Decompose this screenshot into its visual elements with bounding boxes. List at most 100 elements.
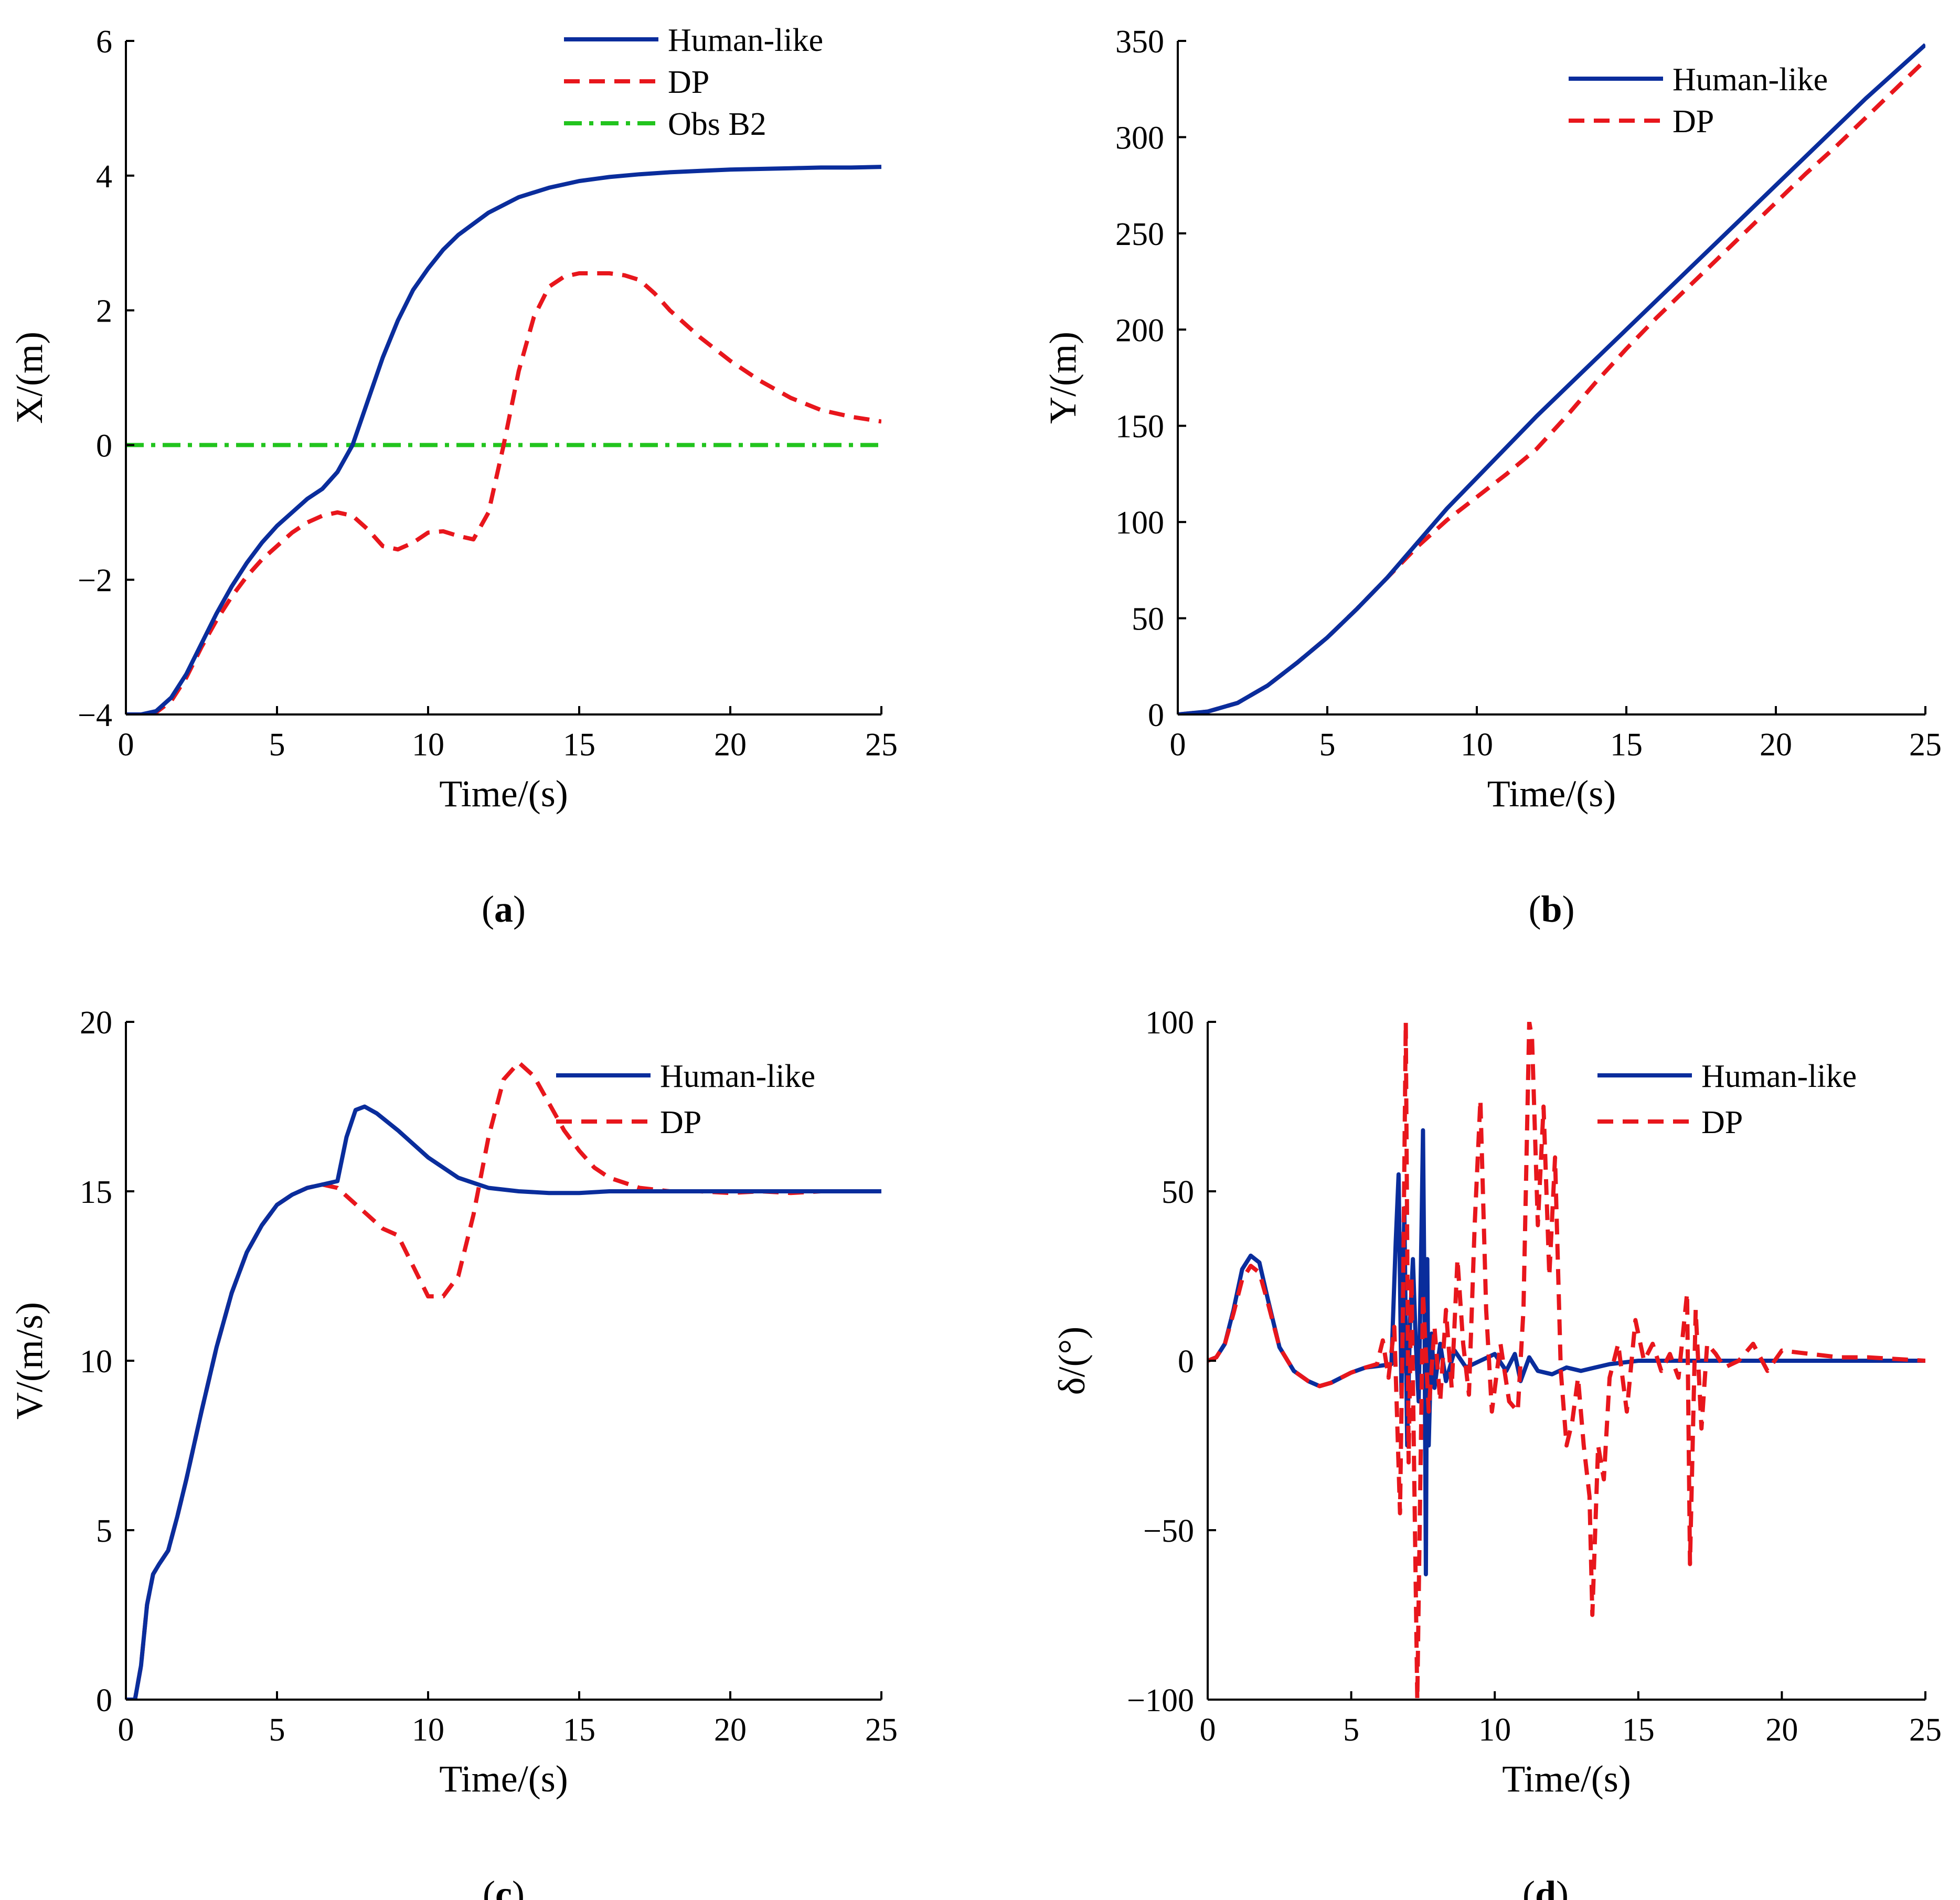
y-axis-label: X/(m) xyxy=(8,332,50,424)
y-tick-label: 10 xyxy=(80,1344,112,1380)
chart-panel-d: 0 5 10 15 20 25 −100 −50 0 50 100 Time/(s) δ/(°) H… xyxy=(1051,1005,1942,1900)
legend-label: DP xyxy=(1673,104,1714,140)
y-tick-label: −100 xyxy=(1127,1683,1194,1718)
legend-item-human-like: Human-like xyxy=(1597,1059,1857,1094)
legend-item-human-like: Human-like xyxy=(556,1059,815,1094)
chart-legend: Human-like DP Obs B2 xyxy=(564,23,823,142)
chart-axes: 0 5 10 15 20 25 0 5 10 15 20 xyxy=(80,1005,898,1748)
legend-item-human-like: Human-like xyxy=(1569,62,1828,98)
y-tick-label: 0 xyxy=(96,1683,112,1718)
x-tick-label: 0 xyxy=(118,1712,134,1748)
y-tick-label: 300 xyxy=(1115,120,1164,156)
series-line-dp xyxy=(1208,1022,1925,1700)
y-tick-label: 150 xyxy=(1115,409,1164,445)
x-tick-label: 25 xyxy=(865,727,898,763)
legend-label: Human-like xyxy=(1701,1059,1857,1094)
legend-label: Human-like xyxy=(668,23,823,58)
x-axis-label: Time/(s) xyxy=(439,1758,568,1800)
x-tick-label: 20 xyxy=(1765,1712,1798,1748)
legend-item-human-like: Human-like xyxy=(564,23,823,58)
x-tick-label: 5 xyxy=(1343,1712,1359,1748)
panel-letter: a xyxy=(494,888,513,930)
x-tick-label: 0 xyxy=(118,727,134,763)
y-tick-label: 0 xyxy=(1178,1344,1194,1380)
chart-legend: Human-like DP xyxy=(1597,1059,1857,1140)
y-tick-label: 2 xyxy=(96,294,112,329)
x-tick-label: 10 xyxy=(1461,727,1493,763)
x-tick-label: 0 xyxy=(1170,727,1186,763)
x-axis-label: Time/(s) xyxy=(1487,773,1616,815)
series-line-human-like xyxy=(126,165,881,714)
legend-item-dp: DP xyxy=(1569,104,1714,140)
panel-label: (b) xyxy=(1528,888,1574,930)
y-tick-label: 100 xyxy=(1145,1005,1194,1041)
x-tick-label: 25 xyxy=(865,1712,898,1748)
legend-item-obs-b2: Obs B2 xyxy=(564,106,766,142)
y-tick-label: 50 xyxy=(1132,602,1164,637)
x-tick-label: 5 xyxy=(269,727,285,763)
y-tick-label: 0 xyxy=(1148,698,1164,733)
x-tick-label: 5 xyxy=(269,1712,285,1748)
y-tick-label: 5 xyxy=(96,1513,112,1549)
y-tick-label: 50 xyxy=(1162,1175,1194,1210)
y-axis-label: δ/(°) xyxy=(1051,1327,1093,1395)
panel-label: (a) xyxy=(482,888,526,930)
x-tick-label: 25 xyxy=(1909,1712,1942,1748)
y-axis-label: V/(m/s) xyxy=(8,1302,50,1419)
x-tick-label: 5 xyxy=(1319,727,1336,763)
y-tick-label: 6 xyxy=(96,24,112,60)
chart-lines xyxy=(126,1060,881,1700)
y-tick-label: 15 xyxy=(80,1175,112,1210)
legend-item-dp: DP xyxy=(556,1105,701,1140)
x-tick-label: 15 xyxy=(563,1712,595,1748)
x-tick-label: 15 xyxy=(563,727,595,763)
x-axis-label: Time/(s) xyxy=(439,773,568,815)
legend-label: Obs B2 xyxy=(668,106,766,142)
chart-panel-c: 0 5 10 15 20 25 0 5 10 15 20 Time/(s) V/(m/s) Huma… xyxy=(8,1005,898,1900)
x-tick-label: 20 xyxy=(714,727,747,763)
legend-label: DP xyxy=(1701,1105,1743,1140)
y-tick-label: −2 xyxy=(78,563,112,599)
y-tick-label: 20 xyxy=(80,1005,112,1041)
y-tick-label: −50 xyxy=(1143,1513,1194,1549)
chart-lines xyxy=(1208,1022,1925,1700)
y-axis-label: Y/(m) xyxy=(1042,332,1084,424)
y-tick-label: 350 xyxy=(1115,24,1164,60)
y-tick-label: 250 xyxy=(1115,217,1164,252)
chart-panel-a: 0 5 10 15 20 25 −4 −2 0 2 4 6 Time/(s) X/(m) Human-… xyxy=(8,23,898,930)
x-axis-label: Time/(s) xyxy=(1502,1758,1631,1800)
x-tick-label: 10 xyxy=(1478,1712,1511,1748)
series-line-human-like xyxy=(1178,43,1925,714)
x-tick-label: 25 xyxy=(1909,727,1942,763)
legend-label: Human-like xyxy=(1673,62,1828,98)
chart-axes: 0 5 10 15 20 25 −4 −2 0 2 4 6 xyxy=(78,24,898,763)
y-tick-label: 4 xyxy=(96,159,112,195)
y-tick-label: 200 xyxy=(1115,313,1164,348)
x-tick-label: 10 xyxy=(412,1712,444,1748)
legend-label: DP xyxy=(660,1105,701,1140)
panel-label: (c) xyxy=(483,1873,525,1900)
chart-lines xyxy=(1178,43,1925,714)
panel-letter: c xyxy=(495,1873,512,1900)
legend-item-dp: DP xyxy=(564,65,709,100)
series-line-human-like xyxy=(126,1104,881,1700)
x-tick-label: 15 xyxy=(1622,1712,1655,1748)
x-tick-label: 10 xyxy=(412,727,444,763)
panel-letter: d xyxy=(1535,1873,1556,1900)
y-tick-label: 0 xyxy=(96,428,112,464)
chart-axes: 0 5 10 15 20 25 −100 −50 0 50 100 xyxy=(1127,1005,1942,1748)
chart-legend: Human-like DP xyxy=(1569,62,1828,140)
chart-legend: Human-like DP xyxy=(556,1059,815,1140)
x-tick-label: 20 xyxy=(714,1712,747,1748)
legend-label: Human-like xyxy=(660,1059,815,1094)
panel-letter: b xyxy=(1541,888,1562,930)
x-tick-label: 15 xyxy=(1610,727,1643,763)
legend-item-dp: DP xyxy=(1597,1105,1743,1140)
x-tick-label: 20 xyxy=(1760,727,1792,763)
legend-label: DP xyxy=(668,65,709,100)
y-tick-label: −4 xyxy=(78,698,112,733)
x-tick-label: 0 xyxy=(1200,1712,1216,1748)
